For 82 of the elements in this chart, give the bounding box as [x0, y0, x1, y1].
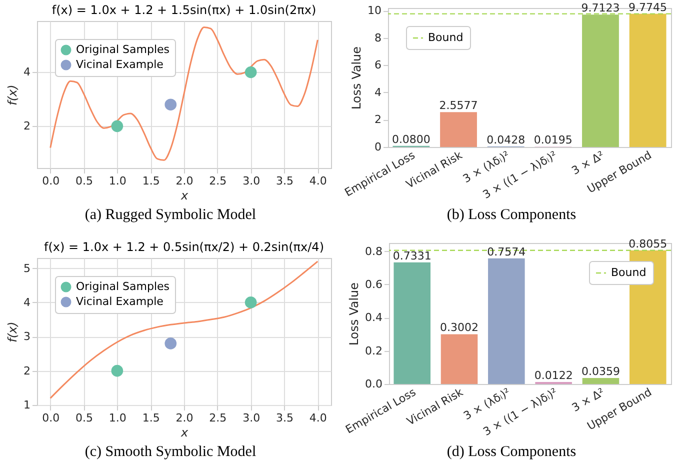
x-tick-label: 3.0 — [242, 174, 260, 188]
legend-label: Vicinal Example — [76, 295, 164, 308]
bar — [629, 14, 666, 147]
legend-label: Vicinal Example — [76, 58, 164, 71]
x-tick-label: 3 × Δ² — [570, 148, 606, 178]
x-tick-label: 2.5 — [209, 174, 227, 188]
data-label: 2.5577 — [439, 99, 478, 112]
legend-label: Bound — [611, 266, 646, 279]
x-axis-title: x — [180, 426, 189, 440]
y-tick-label: 2 — [24, 364, 30, 378]
y-tick-label: 3 — [24, 330, 30, 344]
data-label: 0.0122 — [534, 368, 573, 382]
x-tick-label: 4.0 — [309, 174, 327, 188]
data-label: 9.7123 — [581, 2, 620, 15]
bar — [440, 112, 477, 147]
y-tick-label: 4 — [24, 296, 30, 309]
bar — [488, 258, 525, 384]
y-tick-label: 1 — [24, 398, 30, 412]
y-tick-label: 0.2 — [365, 344, 382, 358]
y-tick-label: 6 — [374, 58, 382, 72]
bar — [582, 14, 619, 147]
data-label: 0.7331 — [392, 249, 432, 262]
x-tick-label: 4.0 — [309, 412, 327, 424]
line-series — [50, 260, 318, 399]
data-label: 0.0428 — [486, 133, 526, 146]
point — [111, 364, 124, 377]
y-tick-label: 0.6 — [365, 278, 382, 291]
bar — [440, 334, 478, 384]
y-axis-title: Loss Value — [350, 46, 364, 110]
x-tick-label: 0.0 — [42, 412, 60, 424]
data-label: 0.0359 — [581, 365, 620, 378]
data-label: 0.3002 — [440, 321, 479, 334]
x-tick-label: 2.0 — [176, 412, 194, 424]
data-label: 9.7745 — [628, 0, 668, 14]
y-tick-label: 0.4 — [365, 311, 382, 324]
text: (a) Rugged Symbolic Model — [84, 207, 258, 224]
x-tick-label: 2.5 — [209, 412, 227, 424]
text: (c) Smooth Symbolic Model — [84, 444, 258, 461]
x-tick-label: 3.5 — [276, 174, 294, 188]
x-tick-label: 3.0 — [242, 412, 260, 424]
line-series — [50, 26, 318, 161]
x-tick-label: 0.0 — [42, 174, 60, 188]
chart-title: f(x) = 1.0x + 1.2 + 1.5sin(πx) + 1.0sin(2πx) — [52, 3, 316, 17]
legend-label: Original Samples — [76, 280, 170, 293]
y-tick-label: 0.0 — [365, 378, 382, 390]
point — [244, 66, 257, 78]
bar — [394, 262, 430, 384]
point — [244, 296, 257, 308]
text: (b) Loss Components — [446, 207, 578, 224]
text: (d) Loss Components — [446, 444, 578, 461]
y-tick-label: 4 — [374, 86, 382, 99]
y-axis-title: Loss Value — [347, 282, 362, 346]
x-tick-label: 0.5 — [76, 174, 94, 188]
chart-title: f(x) = 1.0x + 1.2 + 0.5sin(πx/2) + 0.2sin(πx/4) — [44, 240, 324, 254]
y-axis-title: f(x) — [6, 84, 20, 106]
y-tick-label: 8 — [374, 31, 382, 44]
x-tick-label: 3.5 — [276, 412, 294, 424]
data-label: 0.8055 — [628, 237, 668, 250]
y-axis-title: f(x) — [6, 322, 20, 342]
y-tick-label: 5 — [24, 262, 30, 275]
x-tick-label: 2.0 — [176, 174, 194, 188]
y-tick-label: 2 — [24, 120, 30, 133]
x-tick-label: 0.5 — [76, 412, 94, 424]
x-tick-label: 1.0 — [108, 412, 126, 424]
x-tick-label: 1.0 — [108, 174, 126, 188]
y-tick-label: 0 — [374, 140, 382, 154]
legend-label: Original Samples — [76, 43, 170, 56]
y-tick-label: 0.8 — [365, 244, 382, 258]
y-tick-label: 10 — [368, 4, 382, 18]
y-tick-label: 4 — [24, 66, 30, 79]
data-label: 0.0195 — [534, 134, 572, 147]
bar — [582, 378, 620, 384]
x-tick-label: 1.5 — [142, 174, 160, 188]
x-tick-label: 1.5 — [142, 412, 160, 424]
point — [164, 338, 177, 350]
point — [111, 120, 124, 132]
x-axis-title: x — [180, 188, 189, 202]
legend-label: Bound — [428, 31, 464, 44]
point — [164, 98, 177, 111]
y-tick-label: 2 — [374, 113, 382, 126]
data-label: 0.0800 — [392, 132, 430, 146]
x-tick-label: 3 × Δ² — [570, 386, 607, 414]
